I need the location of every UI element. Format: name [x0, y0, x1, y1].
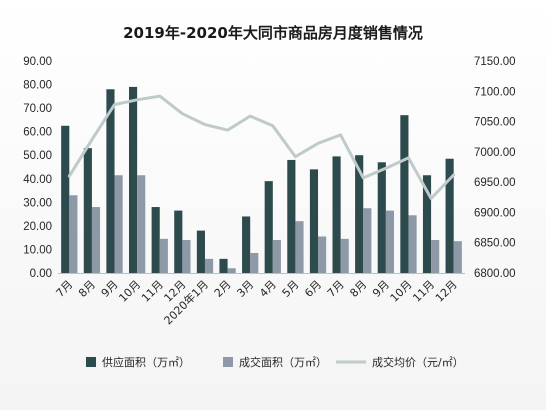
y-right-tick-label: 6800.00	[474, 268, 516, 280]
bar-sold	[295, 221, 304, 273]
y-left-tick-label: 20.00	[23, 221, 52, 233]
bar-supply	[106, 89, 115, 274]
bar-supply	[174, 210, 183, 273]
bar-supply	[355, 155, 364, 273]
bar-supply	[61, 125, 70, 274]
bar-sold	[363, 208, 372, 273]
y-left-tick-label: 50.00	[23, 150, 52, 162]
legend-label-price: 成交均价（元/㎡）	[372, 355, 464, 369]
bar-supply	[128, 86, 138, 274]
x-tick-label: 2月	[212, 278, 234, 300]
y-right-tick-label: 7050.00	[474, 117, 516, 129]
bar-supply	[196, 230, 205, 273]
bar-supply	[83, 148, 92, 273]
bar-sold	[250, 252, 259, 273]
bar-supply	[400, 115, 409, 273]
y-right-tick-label: 7000.00	[474, 147, 516, 159]
y-right-tick-label: 6850.00	[474, 238, 516, 250]
x-tick-label: 8月	[76, 278, 98, 300]
y-left-tick-label: 90.00	[23, 56, 52, 68]
y-right-tick-label: 6950.00	[474, 177, 516, 189]
legend-label-sold: 成交面积（万㎡）	[239, 355, 327, 369]
x-tick-label: 10月	[116, 278, 143, 305]
y-left-tick-label: 30.00	[23, 197, 52, 209]
legend-label-supply: 供应面积（万㎡）	[102, 355, 190, 369]
bar-supply	[151, 207, 160, 273]
bar-sold	[227, 268, 236, 273]
y-left-tick-label: 60.00	[23, 127, 52, 139]
bar-sold	[91, 207, 101, 273]
legend-swatch-sold	[223, 357, 233, 367]
bar-sold	[272, 240, 281, 273]
line-price	[67, 94, 456, 200]
bar-sold	[385, 210, 395, 273]
bar-sold	[340, 238, 349, 273]
y-left-tick-label: 0.00	[30, 268, 52, 280]
chart-title: 2019年-2020年大同市商品房月度销售情况	[123, 24, 423, 42]
bar-supply	[219, 258, 228, 273]
y-left-tick-label: 10.00	[23, 244, 52, 256]
x-tick-label: 10月	[388, 278, 415, 305]
bar-sold	[408, 215, 417, 273]
x-tick-label: 7月	[54, 278, 76, 300]
x-tick-label: 11月	[410, 278, 437, 305]
bar-sold	[159, 238, 168, 273]
bar-supply	[445, 158, 454, 273]
y-left-tick-label: 80.00	[23, 80, 52, 92]
y-left-tick-label: 40.00	[23, 174, 52, 186]
bar-sold	[182, 240, 191, 273]
y-left-tick-label: 70.00	[23, 103, 52, 115]
bar-supply	[309, 169, 319, 273]
bar-supply	[287, 159, 296, 273]
bar-supply	[377, 162, 386, 273]
x-tick-label: 12月	[433, 278, 460, 305]
bar-sold	[318, 236, 327, 273]
x-tick-label: 4月	[257, 278, 279, 300]
bar-supply	[264, 181, 273, 273]
y-right-tick-label: 7100.00	[474, 86, 516, 98]
x-tick-label: 11月	[139, 278, 166, 305]
bar-supply	[422, 175, 432, 273]
x-tick-label: 5月	[280, 278, 302, 300]
bar-sold	[69, 195, 78, 273]
x-tick-label: 7月	[325, 278, 347, 300]
bar-sold	[453, 241, 462, 273]
bar-supply	[332, 156, 341, 273]
bar-sold	[204, 258, 214, 273]
y-right-tick-label: 7150.00	[474, 56, 516, 68]
legend: 供应面积（万㎡） 成交面积（万㎡） 成交均价（元/㎡）	[86, 355, 464, 369]
bar-supply	[242, 216, 251, 273]
bar-sold	[114, 175, 123, 273]
bar-sold	[431, 240, 440, 273]
legend-swatch-supply	[86, 357, 96, 367]
bar-sold	[137, 175, 146, 273]
x-tick-label: 8月	[347, 278, 369, 300]
plot-area: 0.00 10.00 20.00 30.00 40.00 50.00 60.00 70.00 8…	[23, 56, 515, 327]
x-tick-label: 3月	[234, 278, 256, 300]
x-tick-label: 6月	[302, 278, 324, 300]
y-right-tick-label: 6900.00	[474, 207, 516, 219]
